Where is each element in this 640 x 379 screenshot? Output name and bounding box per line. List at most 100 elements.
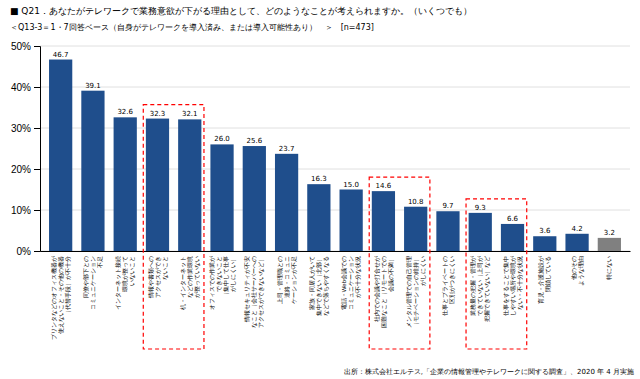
bar	[404, 207, 427, 251]
bar	[565, 234, 588, 251]
x-tick-label: 育児・介護施設が閉鎖している	[537, 255, 551, 304]
x-tick-label-line: 困難なこと（リモートでの	[381, 256, 388, 328]
grid	[40, 46, 630, 251]
x-tick: 特にない	[606, 251, 613, 280]
x-tick-label-line: 使えないこと・その他の機器	[58, 256, 65, 334]
y-tick-label: 40%	[11, 82, 31, 93]
x-tick-label: 机・インターネットなどの作業環境が整っていない	[180, 256, 201, 310]
bar	[469, 213, 492, 251]
y-tick-label: 30%	[11, 123, 31, 134]
annotation: 出所：株式会社エルテス,「企業の情報管理やテレワークに関する調査」、2020 年…	[344, 368, 634, 376]
x-tick-label: 家族・同居人がいて集中できない（北部）などで落ちやすくなる	[308, 256, 330, 316]
x-tick-label-line: 家族・同居人がいて	[308, 256, 315, 310]
chart: ■ Q21．あなたがテレワークで業務意欲が下がる理由として、どのようなことが考え…	[0, 0, 640, 379]
bar	[533, 236, 556, 251]
y-tick-label: 50%	[11, 41, 31, 52]
data-label: 46.7	[53, 51, 69, 59]
y-tick: 0%	[17, 246, 40, 257]
subtitle: ＜Q13-3＝1・7回答ベース（自身がテレワークを導入済み、または導入可能性あり…	[10, 23, 374, 32]
y-tick: 50%	[11, 41, 40, 52]
data-label: 26.0	[214, 135, 230, 143]
y-tick-mark	[34, 46, 40, 47]
x-tick-label-line: プリンタなどのオフィス機器が	[50, 255, 58, 340]
data-label: 9.7	[442, 202, 453, 210]
grid-line	[40, 87, 630, 88]
data-label: 15.0	[343, 181, 359, 189]
y-tick-label: 10%	[11, 205, 31, 216]
x-tick: 上司・管理職との連絡・コミュニケーションが不足	[276, 251, 297, 304]
highlight-box	[143, 105, 204, 349]
y-tick-mark	[34, 210, 40, 211]
x-tick-label-line: 机・インターネット	[180, 256, 186, 310]
data-label: 32.6	[117, 108, 133, 116]
grid-line	[40, 46, 630, 47]
x-tick: 情報や書類へのアクセスができないこと	[148, 251, 169, 299]
x-tick-label: 上司・管理職との連絡・コミュニケーションが不足	[276, 256, 297, 304]
x-tick-label-line: 業務量の把握・管理が	[470, 255, 476, 316]
y-axis-line	[34, 47, 41, 252]
x-tick-label-line: 環境が整って	[121, 256, 128, 292]
x-tick-label-line: 特にない	[606, 256, 613, 280]
x-tick-label: 他のそのような理由	[571, 256, 585, 286]
x-tick-label-line: がしにくい）	[230, 256, 237, 292]
x-tick-label: オフィスでの作業ができないこと（集中して仕事がしにくい）	[209, 255, 237, 310]
data-label: 10.8	[408, 198, 424, 206]
x-tick-label-line: ような理由	[578, 256, 585, 286]
data-label: 9.3	[475, 204, 486, 212]
x-tick: 机・インターネットなどの作業環境が整っていない	[180, 251, 201, 310]
x-tick: 他のそのような理由	[571, 251, 585, 286]
x-tick-label-line: が不十分な状況	[355, 256, 362, 298]
y-tick: 20%	[11, 164, 40, 175]
bar	[501, 224, 524, 251]
data-label: 6.6	[507, 215, 519, 223]
bar	[436, 211, 459, 251]
x-tick: 情報セキュリティが不安なこと（会社サーバーへのアクセスができないなど）	[243, 251, 265, 328]
bar	[146, 119, 169, 251]
x-tick-label-line: 区別がつきにくい	[449, 256, 456, 304]
plot: 0% 10% 20% 30% 40% 50% プリンタなどのオフィス機器が使えないこと・その…	[11, 41, 631, 349]
bar	[210, 144, 233, 251]
x-tick: プリンタなどのオフィス機器が使えないこと・その他の機器（代替手段）が不十分	[50, 251, 72, 340]
y-tick: 10%	[11, 205, 40, 216]
x-tick-label-line: （代替手段）が不十分	[65, 256, 72, 316]
x-tick: 仕事をすることで集中しやすい場所や環境がない・不十分な状況	[503, 251, 524, 317]
x-tick-label-line: がしにくい	[420, 256, 427, 286]
x-axis: プリンタなどのオフィス機器が使えないこと・その他の機器（代替手段）が不十分同僚や…	[41, 251, 631, 340]
x-tick-label-line: インターネット接続	[114, 256, 121, 310]
x-tick-label-line: ない・不十分な状況	[517, 256, 524, 310]
data-label: 4.2	[571, 225, 582, 233]
data-label: 39.1	[85, 82, 101, 90]
bar	[307, 184, 330, 251]
x-tick-label: メンタル管理での自己管理（モチベーションの維持）がしにくい	[406, 256, 427, 328]
x-tick-label-line: 閉鎖している	[545, 256, 551, 292]
x-tick-label-line: 不足	[97, 256, 103, 268]
x-tick-label-line: 上司・管理職との	[276, 256, 283, 304]
x-tick-label: 情報や書類へのアクセスができないこと	[148, 256, 169, 299]
data-label: 16.3	[311, 175, 327, 183]
y-tick-mark	[34, 169, 40, 170]
x-tick-label-line: オフィスでの作業が	[209, 255, 215, 310]
bar	[178, 119, 201, 251]
x-tick-label-line: 情報や書類への	[148, 256, 154, 299]
x-tick-label-line: しやすい場所や環境が	[509, 255, 517, 316]
x-tick-label-line: メンタル管理での自己管理	[406, 256, 412, 328]
y-axis: 0% 10% 20% 30% 40% 50%	[11, 41, 41, 257]
data-label: 32.3	[150, 110, 166, 118]
y-tick-label: 0%	[17, 246, 32, 257]
data-label: 3.6	[539, 227, 551, 235]
x-tick-label-line: 仕事をすることで集中	[503, 256, 510, 317]
y-tick-mark	[34, 87, 40, 88]
x-tick-label-line: コミュニケーション	[348, 256, 354, 310]
data-label: 32.1	[182, 110, 198, 118]
x-tick-label-line: 集中できない（北部）	[315, 256, 323, 316]
bars	[49, 60, 621, 251]
x-tick-label-line: できていない（上司が	[477, 255, 484, 316]
x-tick-label-line: アクセスができ	[155, 256, 162, 298]
x-tick-label-line: 連絡・コミュニ	[284, 256, 290, 298]
data-label: 14.6	[376, 182, 392, 190]
x-tick-label: 情報セキュリティが不安なこと（会社サーバーへのアクセスができないなど）	[243, 256, 265, 328]
bar	[340, 190, 363, 252]
x-tick: 電話・Web会議でのコミュニケーションが不十分な状況	[340, 251, 362, 310]
x-tick-label: 電話・Web会議でのコミュニケーションが不十分な状況	[340, 256, 362, 310]
bar	[49, 60, 72, 251]
